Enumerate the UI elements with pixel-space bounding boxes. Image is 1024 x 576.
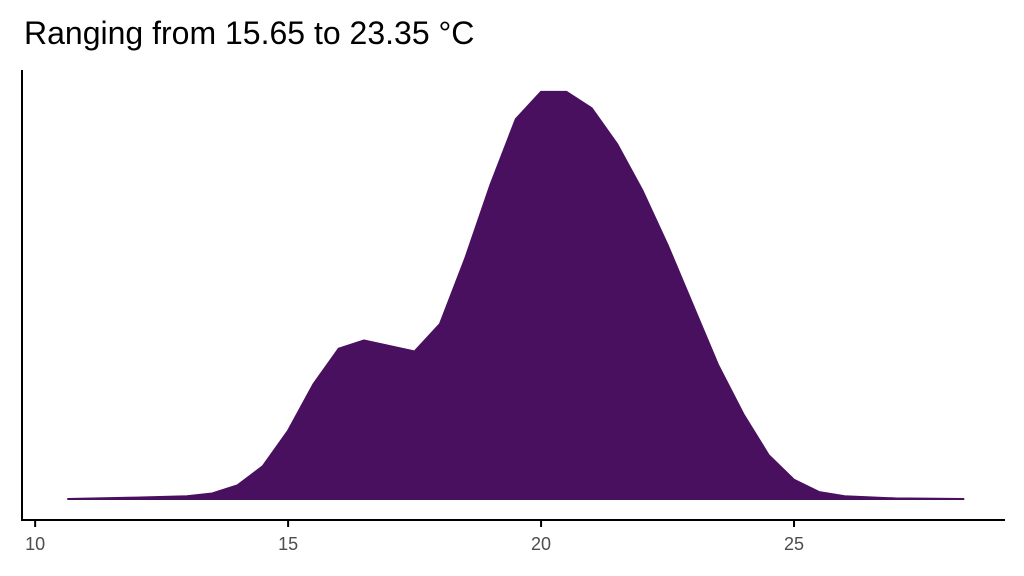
x-tick-label: 10 [25,534,45,554]
x-tick-label: 25 [784,534,804,554]
x-tick-label: 15 [278,534,298,554]
chart-title: Ranging from 15.65 to 23.35 °C [24,15,474,51]
density-area [67,90,965,500]
x-tick-label: 20 [531,534,551,554]
